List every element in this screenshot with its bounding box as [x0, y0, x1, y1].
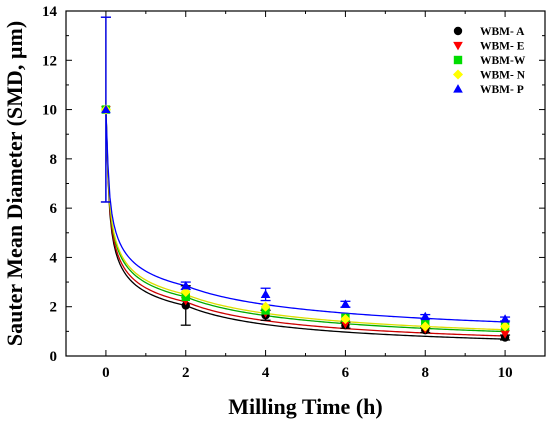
legend-marker: [453, 41, 463, 51]
x-tick-label: 4: [262, 365, 270, 381]
y-tick-label: 12: [42, 53, 57, 69]
data-point: [340, 299, 351, 308]
x-tick-label: 0: [102, 365, 110, 381]
data-point: [260, 301, 271, 312]
data-point: [101, 104, 111, 114]
x-tick-label: 2: [182, 365, 190, 381]
legend-label: WBM- P: [480, 84, 524, 96]
x-axis-ticks: 0 2 4 6 8 10: [65, 11, 546, 381]
legend-label: WBM-W: [480, 55, 526, 67]
y-tick-label: 10: [42, 103, 57, 119]
fit-curve: [105, 109, 506, 337]
x-tick-label: 8: [422, 365, 430, 381]
x-axis-label: Milling Time (h): [228, 394, 382, 419]
y-axis-ticks: 0 2 4 6 8 10 12 14: [42, 4, 545, 365]
data-points: [100, 104, 511, 342]
legend-label: WBM- E: [480, 41, 525, 53]
data-point: [500, 330, 510, 339]
legend-marker: [453, 55, 463, 65]
data-point: [260, 289, 271, 298]
fit-curve: [105, 109, 506, 333]
data-point: [500, 314, 510, 323]
y-axis-label: Sauter Mean Diameter (SMD, µm): [2, 21, 27, 346]
data-point: [180, 280, 191, 290]
legend-marker: [453, 84, 463, 93]
y-tick-label: 8: [50, 152, 58, 168]
legend: WBM- A WBM- E WBM-W WBM- N WBM- P: [452, 26, 526, 96]
fit-curve: [105, 109, 506, 331]
data-point: [181, 301, 190, 310]
fit-curve: [105, 109, 506, 323]
error-bars: [100, 16, 511, 341]
fit-curves: [105, 109, 506, 340]
data-point: [180, 286, 191, 297]
x-tick-label: 6: [342, 365, 350, 381]
y-tick-label: 6: [50, 201, 58, 217]
legend-marker: [452, 69, 464, 80]
data-point: [500, 321, 511, 332]
data-point: [420, 311, 431, 321]
y-tick-label: 2: [50, 300, 58, 316]
plot-area: [65, 10, 546, 357]
plot-frame: [65, 10, 546, 357]
y-tick-label: 4: [50, 250, 58, 266]
data-point: [340, 320, 351, 329]
y-tick-label: 0: [50, 349, 58, 365]
legend-label: WBM- N: [480, 70, 526, 82]
legend-label: WBM- A: [480, 26, 525, 38]
data-point: [340, 313, 351, 325]
legend-marker: [453, 26, 463, 36]
data-point: [420, 321, 431, 332]
y-tick-label: 14: [42, 4, 58, 20]
x-tick-label: 10: [498, 365, 513, 381]
fit-curve: [105, 109, 506, 340]
